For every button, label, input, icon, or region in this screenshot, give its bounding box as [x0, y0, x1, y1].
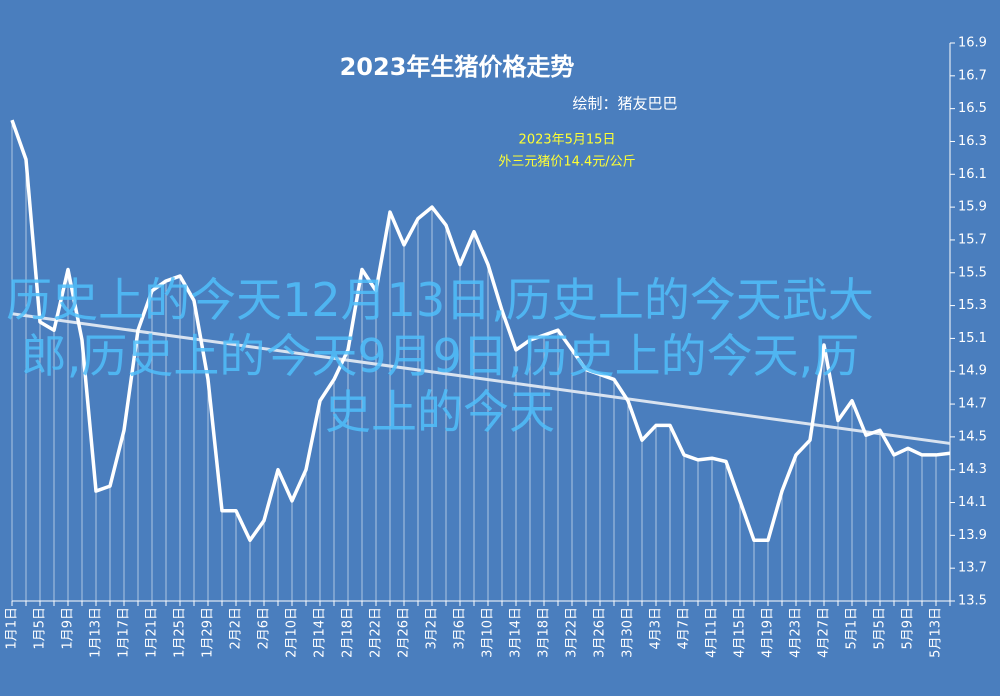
x-tick-label: 3月26日	[593, 607, 608, 658]
x-tick-label: 1月29日	[201, 607, 216, 658]
x-tick-label: 2月2日	[229, 607, 244, 650]
x-tick-label: 2月6日	[257, 607, 272, 650]
y-tick-label: 15.5	[958, 265, 987, 280]
x-tick-label: 1月9日	[61, 607, 76, 650]
x-tick-label: 1月1日	[5, 607, 20, 650]
x-tick-label: 4月15日	[733, 607, 748, 658]
y-tick-label: 13.5	[958, 594, 987, 609]
x-tick-label: 4月3日	[649, 607, 664, 650]
x-tick-label: 1月17日	[117, 607, 132, 658]
annotation: 2023年5月15日	[519, 133, 616, 148]
x-tick-label: 3月6日	[453, 607, 468, 650]
x-tick-label: 5月5日	[873, 607, 888, 650]
overlay-text: 历史上的今天12月13日,历史上的今天武大郎,历史上的今天9月9日,历史上的今天…	[6, 273, 874, 439]
y-tick-label: 14.9	[958, 364, 987, 379]
x-tick-label: 5月13日	[929, 607, 944, 658]
x-tick-label: 4月19日	[761, 607, 776, 658]
x-tick-label: 4月27日	[817, 607, 832, 658]
x-tick-label: 1月21日	[145, 607, 160, 658]
x-tick-label: 3月2日	[425, 607, 440, 650]
y-tick-label: 15.7	[958, 232, 987, 247]
y-tick-label: 14.5	[958, 429, 987, 444]
price-line	[10, 119, 951, 543]
y-tick-label: 16.9	[958, 36, 987, 51]
trend-line	[11, 312, 951, 445]
x-tick-label: 2月18日	[341, 607, 356, 658]
x-tick-label: 3月14日	[509, 607, 524, 658]
x-tick-label: 3月22日	[565, 607, 580, 658]
chart-title: 2023年生猪价格走势	[340, 53, 575, 81]
x-tick-label: 2月10日	[285, 607, 300, 658]
y-tick-label: 16.7	[958, 68, 987, 83]
x-tick-label: 3月18日	[537, 607, 552, 658]
y-tick-label: 13.7	[958, 561, 987, 576]
x-tick-label: 4月23日	[789, 607, 804, 658]
y-tick-label: 13.9	[958, 528, 987, 543]
x-tick-label: 4月7日	[677, 607, 692, 650]
y-tick-label: 15.1	[958, 331, 987, 346]
y-tick-label: 16.3	[958, 134, 987, 149]
x-tick-label: 4月11日	[705, 607, 720, 658]
y-tick-label: 16.5	[958, 101, 987, 116]
y-tick-label: 15.3	[958, 298, 987, 313]
y-tick-label: 14.1	[958, 495, 987, 510]
x-tick-label: 3月30日	[621, 607, 636, 658]
x-tick-label: 1月5日	[33, 607, 48, 650]
annotation: 外三元猪价14.4元/公斤	[498, 155, 635, 170]
x-tick-label: 3月10日	[481, 607, 496, 658]
x-tick-label: 2月14日	[313, 607, 328, 658]
x-tick-label: 5月1日	[845, 607, 860, 650]
y-tick-label: 14.3	[958, 462, 987, 477]
x-tick-label: 2月22日	[369, 607, 384, 658]
y-tick-label: 14.7	[958, 397, 987, 412]
chart-subtitle: 绘制：猪友巴巴	[572, 95, 677, 113]
x-tick-label: 1月25日	[173, 607, 188, 658]
x-tick-label: 2月26日	[397, 607, 412, 658]
y-tick-label: 16.1	[958, 167, 987, 182]
x-tick-label: 1月13日	[89, 607, 104, 658]
y-tick-label: 15.9	[958, 200, 987, 215]
x-tick-label: 5月9日	[901, 607, 916, 650]
